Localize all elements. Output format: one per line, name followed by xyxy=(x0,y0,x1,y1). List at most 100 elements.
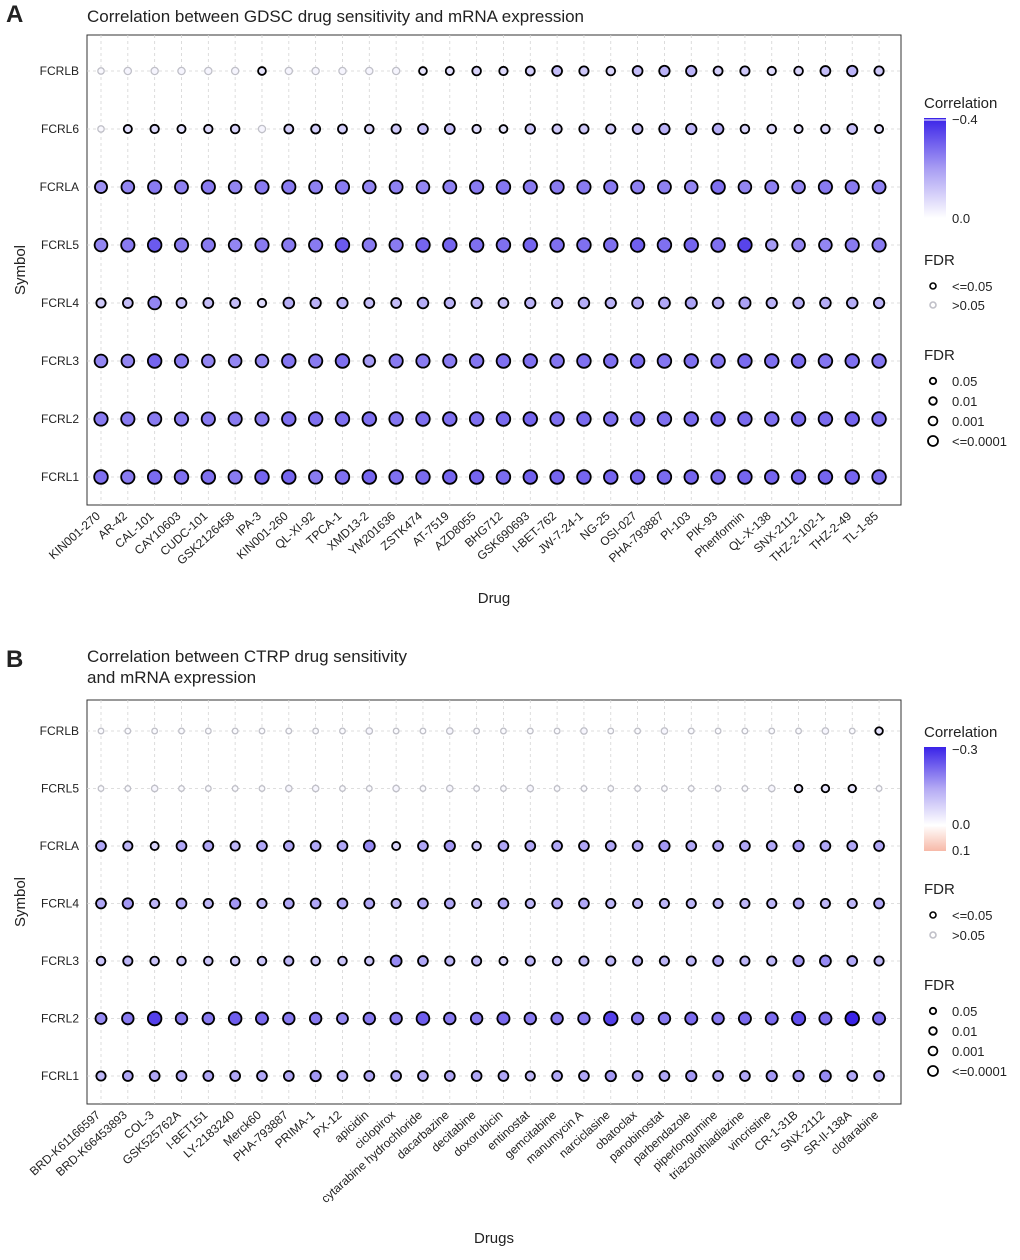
panel-b-gridlines xyxy=(87,700,901,1104)
panel-b-point-fcrl2-5 xyxy=(227,1011,243,1026)
panel-b-point-fcrl5-2 xyxy=(150,784,159,793)
panel-b-y-tick-label: FCRL3 xyxy=(41,954,79,968)
panel-b-point-fcrl5-21 xyxy=(660,785,668,792)
panel-a-y-tick-label: FCRLB xyxy=(40,64,79,78)
panel-a-point-fcrl4-27 xyxy=(819,296,832,310)
panel-b-point-fcrl3-29 xyxy=(873,955,885,967)
panel-a-point-fcrl6-9 xyxy=(337,123,348,135)
panel-b-point-fcrl1-21 xyxy=(658,1070,671,1082)
panel-a-legend: Correlation −0.4 0.0 FDR <=0.05 >0.05 FD… xyxy=(924,95,1007,449)
panel-b-point-fcrl1-11 xyxy=(390,1070,402,1082)
panel-a-point-fcrlb-12 xyxy=(418,66,428,76)
panel-a-point-fcrl3-4 xyxy=(201,353,216,369)
panel-a-point-fcrl5-27 xyxy=(818,237,833,253)
panel-a-point-fcrl4-9 xyxy=(336,296,349,310)
panel-b-point-fcrl2-3 xyxy=(174,1011,189,1026)
panel-a-point-fcrl3-29 xyxy=(871,353,887,369)
panel-b-point-fcrl3-18 xyxy=(578,955,590,967)
panel-a-point-fcrl5-4 xyxy=(200,237,216,253)
panel-b-point-fcrla-5 xyxy=(229,840,241,852)
panel-b-point-fcrl4-1 xyxy=(121,897,134,910)
panel-b-legend-size-label-3: 0.001 xyxy=(952,1044,985,1059)
panel-a-point-fcrlb-7 xyxy=(284,66,294,76)
panel-label-a: A xyxy=(6,1,23,28)
panel-b-point-fcrl2-14 xyxy=(469,1011,484,1026)
panel-b-point-fcrl5-25 xyxy=(767,784,776,793)
panel-b-point-fcrlb-19 xyxy=(607,727,615,735)
panel-b-point-fcrlb-23 xyxy=(714,727,722,735)
panel-b-point-fcrl2-12 xyxy=(415,1011,431,1026)
panel-b-point-fcrl3-8 xyxy=(310,955,321,967)
panel-a-point-fcrl4-11 xyxy=(390,297,402,309)
panel-a-point-fcrlb-28 xyxy=(846,64,859,78)
panel-a-point-fcrla-4 xyxy=(200,179,216,195)
panel-a-point-fcrl6-29 xyxy=(874,124,885,134)
panel-b-point-fcrl2-10 xyxy=(362,1011,376,1026)
panel-a-point-fcrla-17 xyxy=(549,179,565,195)
panel-b-point-fcrl5-27 xyxy=(820,783,831,794)
panel-b-point-fcrlb-0 xyxy=(97,727,105,735)
panel-a-point-fcrl3-12 xyxy=(415,353,431,369)
panel-b-points xyxy=(94,726,887,1083)
panel-a-point-fcrl6-7 xyxy=(283,123,295,135)
panel-b-point-fcrl5-20 xyxy=(634,785,642,792)
panel-a-point-fcrl1-1 xyxy=(120,469,136,485)
panel-b-point-fcrl5-12 xyxy=(419,785,427,792)
panel-a-point-fcrl5-9 xyxy=(334,237,351,253)
panel-b-point-fcrl5-22 xyxy=(687,785,695,792)
panel-a-point-fcrlb-17 xyxy=(551,65,563,77)
panel-a-point-fcrl5-24 xyxy=(737,237,753,253)
panel-b-point-fcrl5-0 xyxy=(97,785,105,792)
panel-b-point-fcrla-10 xyxy=(362,839,376,853)
panel-b-point-fcrl3-22 xyxy=(685,955,697,967)
panel-b-point-fcrl5-26 xyxy=(793,783,804,794)
panel-b-point-fcrl4-28 xyxy=(846,897,858,910)
panel-a-point-fcrl4-10 xyxy=(363,297,376,309)
panel-a-point-fcrl3-24 xyxy=(737,353,753,369)
panel-a-point-fcrla-18 xyxy=(576,179,592,195)
panel-a-point-fcrl5-0 xyxy=(93,237,109,253)
panel-b-point-fcrlb-1 xyxy=(124,727,132,735)
panel-b-point-fcrl1-24 xyxy=(739,1070,751,1082)
panel-b-legend-size-key-4 xyxy=(927,1065,939,1077)
panel-b-point-fcrl4-2 xyxy=(149,897,161,910)
panel-b-legend-color-title: Correlation xyxy=(924,724,997,741)
panel-a-point-fcrl6-25 xyxy=(766,123,778,135)
panel-a-point-fcrla-8 xyxy=(308,179,324,195)
panel-b-point-fcrla-7 xyxy=(282,840,295,852)
panel-a-point-fcrl5-25 xyxy=(765,238,779,252)
panel-a-point-fcrlb-26 xyxy=(793,65,804,77)
panel-b-point-fcrl3-17 xyxy=(551,955,563,967)
panel-a-point-fcrl2-3 xyxy=(173,411,190,427)
panel-b-point-fcrl1-6 xyxy=(256,1070,268,1082)
panel-b-x-tick-labels: BRD-K61166597BRD-K66453893COL-3GSK525762… xyxy=(27,1107,881,1205)
panel-a-point-fcrl5-2 xyxy=(146,237,163,253)
panel-b-point-fcrlb-16 xyxy=(526,727,534,735)
panel-a-point-fcrla-3 xyxy=(174,179,189,195)
panel-a-point-fcrl3-26 xyxy=(790,353,807,369)
panel-b-point-fcrl1-1 xyxy=(122,1070,134,1082)
panel-a-chart: Correlation between GDSC drug sensitivit… xyxy=(12,7,1007,607)
panel-a-point-fcrla-24 xyxy=(737,179,753,195)
panel-b-legend-size-key-3 xyxy=(927,1045,939,1057)
panel-a-point-fcrl2-18 xyxy=(576,411,592,427)
panel-a-point-fcrl6-28 xyxy=(846,123,859,135)
panel-b-point-fcrla-3 xyxy=(175,840,188,852)
panel-a-point-fcrl1-26 xyxy=(790,469,807,485)
panel-b-plot-area xyxy=(86,699,902,1105)
panel-a-point-fcrla-7 xyxy=(281,179,297,195)
panel-b-point-fcrl4-23 xyxy=(712,897,724,910)
panel-a-point-fcrl2-16 xyxy=(522,411,538,427)
panel-a-point-fcrl4-26 xyxy=(792,296,805,310)
panel-a-point-fcrl6-15 xyxy=(498,124,509,134)
panel-a-legend-size-key-2 xyxy=(928,396,938,406)
panel-b-point-fcrl5-17 xyxy=(553,785,561,792)
panel-a-point-fcrl5-7 xyxy=(281,237,297,253)
panel-b-point-fcrl3-7 xyxy=(283,955,295,967)
panel-a-point-fcrl1-0 xyxy=(93,469,109,485)
panel-b-point-fcrl3-9 xyxy=(337,955,348,967)
panel-a-colorbar-tick-bottom: 0.0 xyxy=(952,211,970,226)
panel-a-point-fcrla-1 xyxy=(120,179,136,195)
panel-a-point-fcrla-10 xyxy=(362,179,377,195)
panel-a-point-fcrl5-1 xyxy=(120,237,136,253)
